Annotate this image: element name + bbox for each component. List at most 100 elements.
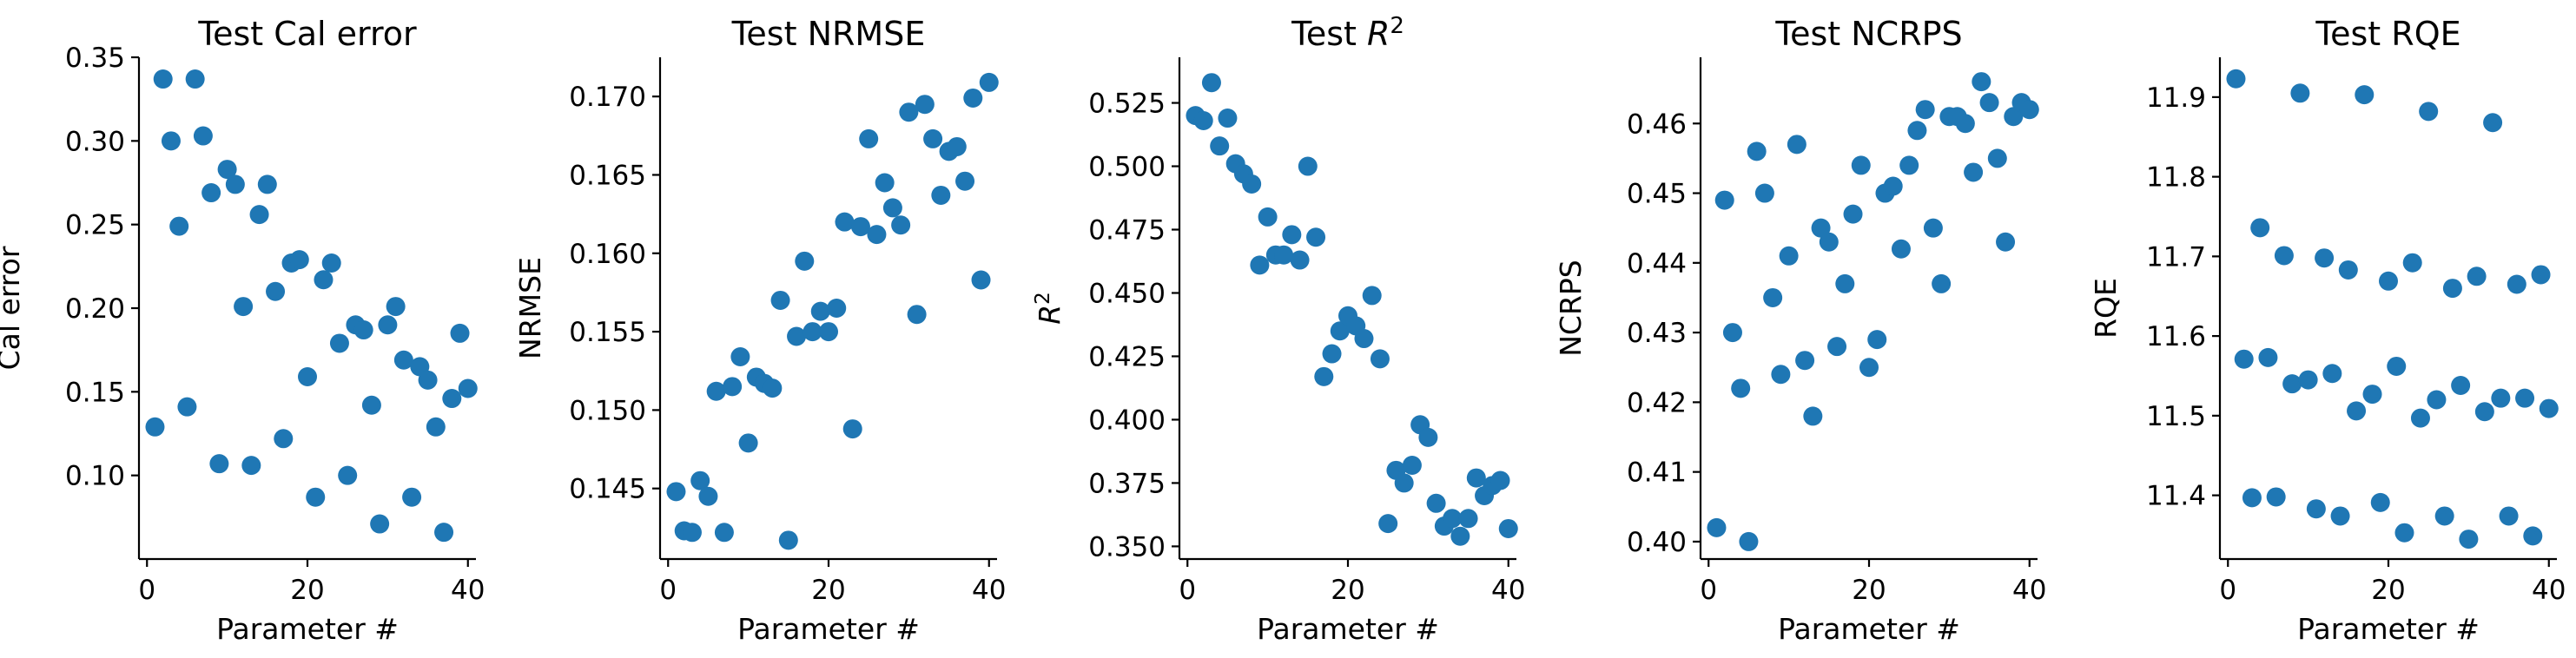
data-point bbox=[738, 433, 758, 453]
data-point bbox=[1923, 218, 1943, 238]
data-point bbox=[1418, 427, 1438, 447]
data-point bbox=[1193, 110, 1213, 130]
data-point bbox=[2322, 364, 2342, 384]
data-point bbox=[1290, 250, 1310, 270]
y-tick-label: 11.8 bbox=[2146, 162, 2206, 194]
data-point bbox=[1298, 156, 1318, 176]
data-point bbox=[819, 322, 838, 342]
data-point bbox=[795, 251, 815, 271]
data-point bbox=[177, 397, 197, 417]
data-point bbox=[1714, 190, 1734, 210]
data-point bbox=[201, 183, 221, 203]
data-point bbox=[2379, 271, 2398, 291]
data-point bbox=[2451, 375, 2471, 395]
data-point bbox=[1763, 287, 1783, 307]
title-superscript: 2 bbox=[1390, 13, 1404, 39]
y-tick-label: 0.150 bbox=[569, 395, 646, 426]
data-point bbox=[2370, 492, 2390, 512]
y-tick-label: 0.450 bbox=[1088, 278, 1166, 309]
data-point bbox=[730, 346, 750, 366]
x-tick-label: 0 bbox=[2219, 575, 2236, 606]
data-point bbox=[875, 173, 895, 193]
y-tick-label: 0.475 bbox=[1088, 215, 1166, 247]
data-point bbox=[1964, 162, 1984, 182]
x-tick-label: 0 bbox=[138, 575, 155, 606]
data-point bbox=[2226, 69, 2246, 89]
panel-3: 0 20 40 0.350 0.375 0.400 0.425 0.450 0.475 0.500… bbox=[1032, 13, 1525, 646]
data-point bbox=[1282, 225, 1302, 245]
data-point bbox=[2004, 107, 2024, 127]
x-tick-label: 40 bbox=[972, 575, 1006, 606]
data-point bbox=[1827, 337, 1847, 357]
y-tick-label: 11.7 bbox=[2146, 241, 2206, 273]
data-point bbox=[2355, 85, 2375, 105]
data-point bbox=[1426, 493, 1446, 513]
data-point bbox=[778, 530, 798, 550]
y-label-superscript: 2 bbox=[1032, 292, 1054, 305]
data-point bbox=[274, 429, 294, 449]
data-point bbox=[2266, 487, 2286, 507]
y-tick-label: 11.9 bbox=[2146, 82, 2206, 114]
data-point bbox=[2234, 349, 2254, 369]
data-point bbox=[1731, 378, 1751, 398]
x-axis-label: Parameter # bbox=[1778, 612, 1960, 646]
data-point bbox=[1754, 183, 1774, 203]
data-point bbox=[2427, 390, 2447, 410]
data-point bbox=[289, 250, 309, 270]
y-tick-label: 0.525 bbox=[1088, 89, 1166, 120]
data-point bbox=[1907, 121, 1927, 141]
data-point bbox=[2362, 385, 2382, 405]
x-tick-label: 20 bbox=[1852, 575, 1886, 606]
data-point bbox=[458, 378, 478, 398]
data-point bbox=[298, 366, 317, 386]
data-point bbox=[2258, 347, 2278, 367]
panel-2: 0 20 40 0.145 0.150 0.155 0.160 0.165 0.170 Test … bbox=[513, 15, 1006, 646]
data-point bbox=[266, 281, 286, 301]
data-point bbox=[2394, 523, 2414, 543]
x-axis-label: Parameter # bbox=[737, 612, 920, 646]
x-tick-label: 40 bbox=[451, 575, 485, 606]
data-point bbox=[923, 128, 943, 148]
data-point bbox=[1843, 204, 1863, 224]
chart-title: Test RQE bbox=[2315, 15, 2460, 53]
data-point bbox=[209, 454, 229, 474]
data-point bbox=[1987, 148, 2007, 168]
data-point bbox=[723, 377, 743, 397]
data-point bbox=[1835, 273, 1855, 293]
data-point bbox=[1258, 207, 1278, 227]
data-point bbox=[241, 456, 261, 476]
data-point bbox=[1354, 329, 1374, 349]
data-point bbox=[931, 185, 951, 205]
y-tick-label: 0.400 bbox=[1088, 405, 1166, 436]
y-tick-label: 0.43 bbox=[1627, 318, 1687, 349]
data-point bbox=[1218, 109, 1238, 128]
y-tick-label: 0.425 bbox=[1088, 341, 1166, 372]
data-point bbox=[770, 290, 790, 310]
y-tick-label: 0.20 bbox=[65, 293, 125, 325]
data-point bbox=[1979, 93, 1999, 113]
data-point bbox=[850, 217, 870, 237]
data-point bbox=[169, 216, 189, 236]
data-point bbox=[2531, 265, 2551, 285]
data-point bbox=[1747, 141, 1767, 161]
data-point bbox=[1458, 509, 1478, 529]
data-point bbox=[1378, 514, 1398, 534]
data-point bbox=[915, 95, 935, 115]
data-point bbox=[161, 131, 181, 151]
data-point bbox=[153, 69, 173, 89]
y-tick-label: 0.145 bbox=[569, 474, 646, 505]
data-point bbox=[2419, 102, 2439, 122]
data-point bbox=[1394, 473, 1414, 493]
data-point bbox=[714, 523, 734, 543]
data-point bbox=[450, 323, 470, 343]
data-point bbox=[2499, 506, 2519, 526]
data-point bbox=[1859, 358, 1879, 378]
data-point bbox=[803, 322, 822, 342]
data-point bbox=[1490, 470, 1510, 490]
data-point bbox=[2347, 401, 2367, 421]
data-point bbox=[193, 126, 213, 146]
y-tick-label: 0.165 bbox=[569, 160, 646, 191]
data-point bbox=[1972, 72, 1991, 92]
data-point bbox=[2459, 530, 2479, 549]
